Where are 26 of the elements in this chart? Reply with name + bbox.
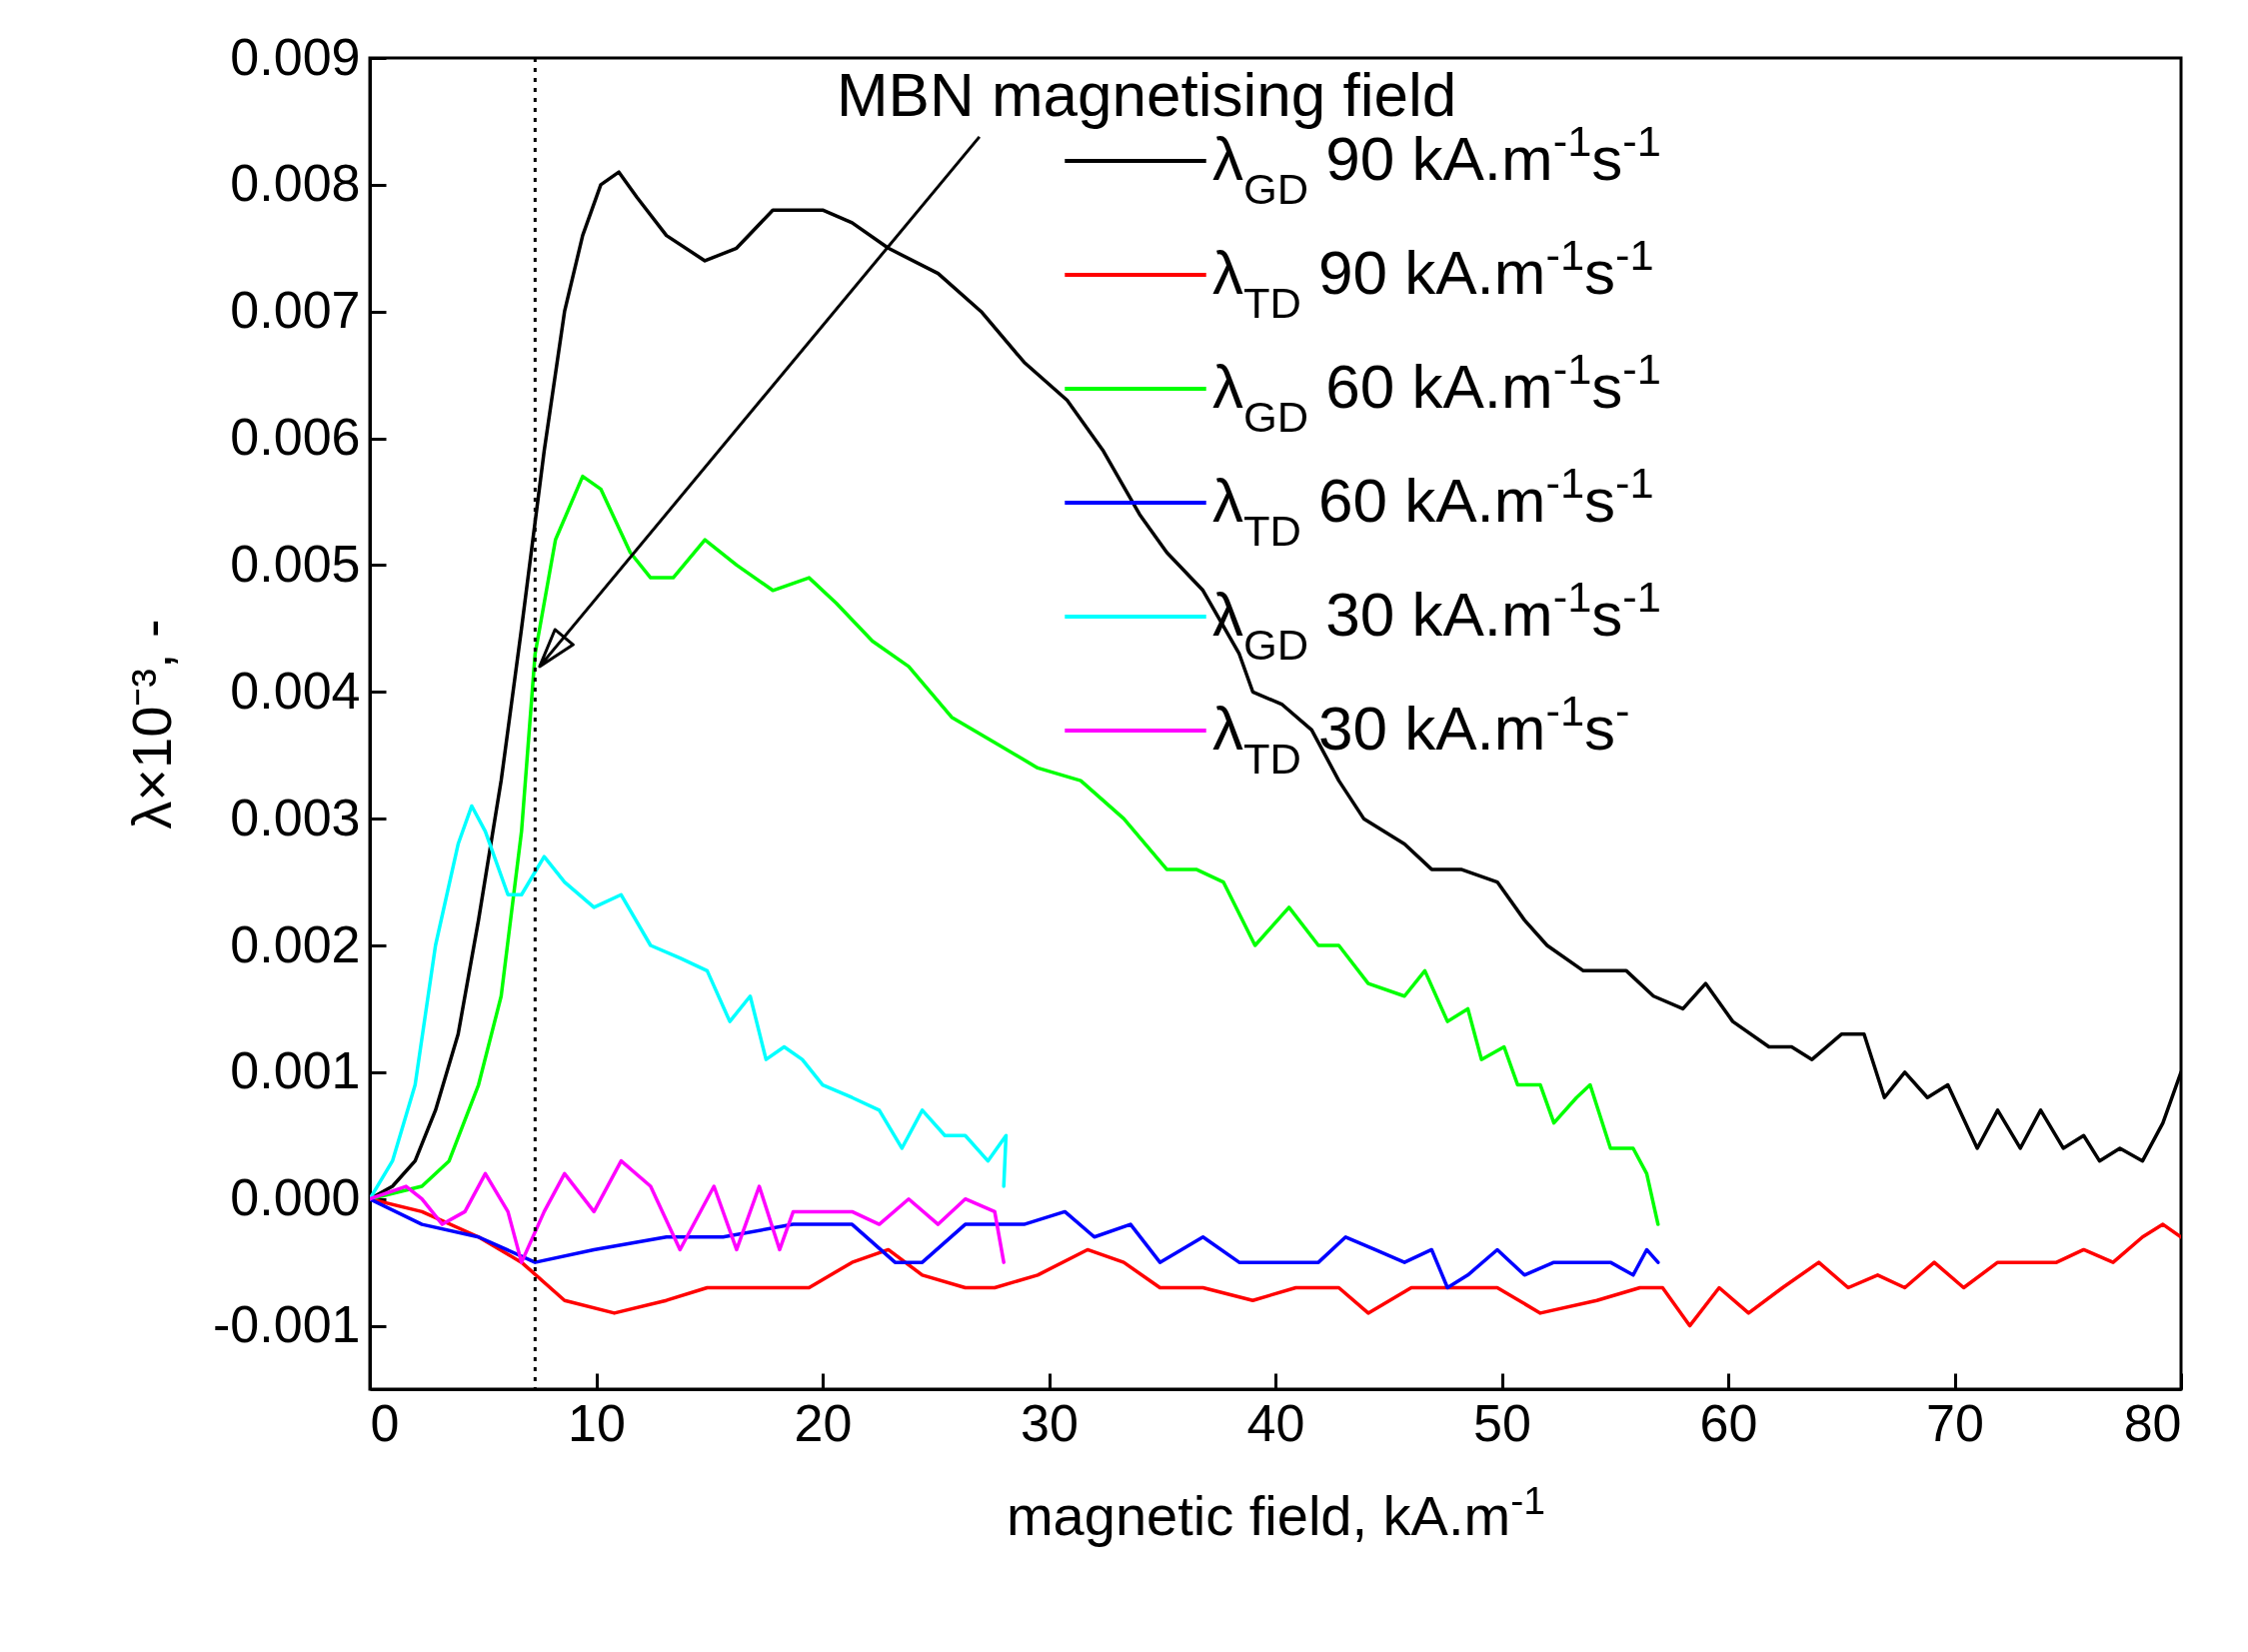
- x-axis-title: magnetic field, kA.m$^{-1}$: [1006, 1478, 1546, 1547]
- legend-label: λ$_{GD}$ 60 kA.m$^{-1}$s$^{-1}$: [1212, 345, 1661, 441]
- legend-label: λ$_{TD}$ 30 kA.m$^{-1}$s$^{-}$: [1212, 687, 1630, 783]
- x-tick-label: 30: [1021, 1393, 1079, 1452]
- y-tick-label: 0.008: [230, 154, 361, 213]
- x-tick-label: 0: [370, 1393, 400, 1452]
- y-tick-label: 0.002: [230, 914, 361, 973]
- y-tick-label: 0.003: [230, 788, 361, 846]
- y-tick-label: 0.005: [230, 534, 361, 593]
- x-tick-label: 80: [2123, 1393, 2182, 1452]
- y-tick-label: 0.000: [230, 1168, 361, 1227]
- x-tick-label: 20: [794, 1393, 853, 1452]
- y-tick-label: 0.007: [230, 281, 361, 340]
- x-tick-label: 40: [1246, 1393, 1305, 1452]
- legend-label: λ$_{TD}$ 90 kA.m$^{-1}$s$^{-1}$: [1212, 231, 1654, 327]
- legend-label: λ$_{TD}$ 60 kA.m$^{-1}$s$^{-1}$: [1212, 459, 1654, 555]
- y-tick-label: 0.001: [230, 1041, 361, 1100]
- y-tick-label: 0.004: [230, 661, 361, 720]
- x-tick-label: 10: [568, 1393, 626, 1452]
- y-tick-label: 0.006: [230, 408, 361, 467]
- y-tick-label: -0.001: [213, 1295, 361, 1354]
- y-tick-label: 0.009: [230, 27, 361, 86]
- x-tick-label: 60: [1699, 1393, 1758, 1452]
- x-tick-label: 70: [1926, 1393, 1984, 1452]
- y-axis-title: λ×10⁻³, -: [120, 619, 184, 829]
- x-tick-label: 50: [1473, 1393, 1531, 1452]
